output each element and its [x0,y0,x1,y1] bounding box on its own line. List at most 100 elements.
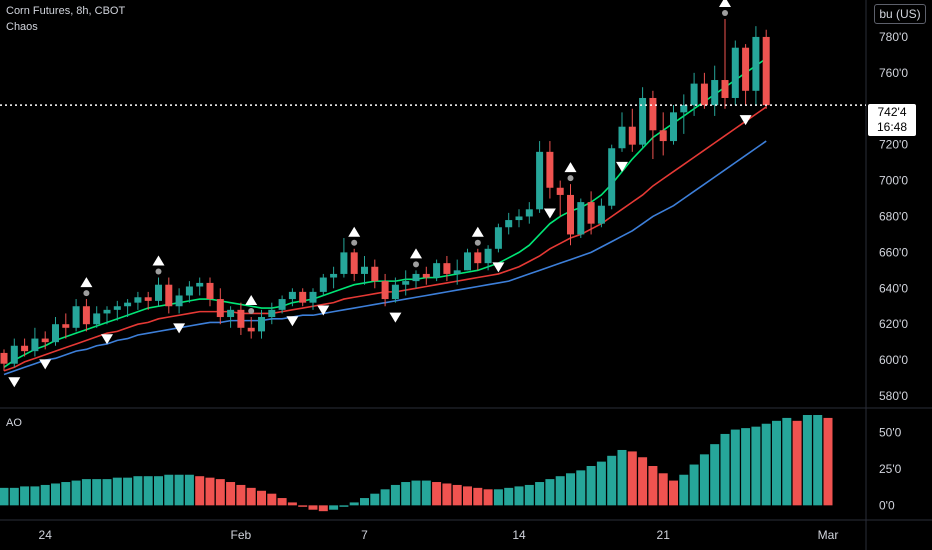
fractal-down-marker [286,316,299,327]
ao-bar [205,477,215,506]
candle-body [536,151,544,210]
candle-body [742,47,750,91]
candle-body [464,252,471,271]
candle-body [618,126,626,149]
candle-body [700,83,708,106]
ao-bar [133,476,143,506]
candle-body [237,309,245,328]
indicator-label: Chaos [6,21,38,33]
candle-body [670,112,677,142]
ao-bar [483,489,493,506]
ao-bar [566,473,575,506]
candle-body [505,220,513,228]
candle-body [556,187,564,195]
ma-mid-line [3,106,767,372]
price-tick-label: 720'0 [879,138,908,152]
ao-bar [339,505,349,507]
candle-body [82,306,90,325]
unit-selector-button[interactable]: bu (US) [874,4,926,24]
ao-bar [514,486,524,506]
candle-body [690,83,698,106]
candle-body [515,216,523,221]
candle-body [350,252,358,274]
ao-bar [669,480,678,506]
candle-body [525,209,533,217]
fractal-down-marker [8,377,21,388]
candle-body [381,281,389,300]
time-axis-label: 14 [512,528,526,542]
ao-bar [679,474,689,506]
candle-body [680,105,688,113]
fractal-up-marker [564,162,577,173]
ao-bar [772,420,781,506]
ao-bar [751,426,761,506]
candle-body [72,306,80,328]
time-axis-label: 24 [39,528,53,542]
price-tick-label: 580'0 [879,389,908,403]
candle-body [196,282,204,287]
price-tick-label: 640'0 [879,281,908,295]
ao-bar [184,474,194,506]
ao-bar [617,449,627,506]
candle-body [484,248,492,264]
fractal-dot [474,239,481,246]
candle-body [319,277,327,292]
ao-bar [318,505,328,512]
candle-body [649,97,657,131]
ao-bar [524,484,534,506]
candle-body [21,345,29,352]
candle-body [206,282,214,300]
fractal-up-marker [152,255,165,266]
ao-bar [380,489,390,506]
candle-body [731,47,739,98]
candle-body [721,80,729,98]
ao-bar [92,479,102,506]
candle-body [155,284,162,301]
ao-bar [658,473,668,506]
ao-bar [236,484,246,506]
candle-body [474,252,482,264]
ao-bar [9,487,19,506]
fractal-down-marker [101,334,113,345]
price-tick-label: 760'0 [879,66,908,80]
candle-body [639,97,647,145]
fractal-dot [722,9,728,16]
candle-body [278,299,286,310]
candle-body [453,270,461,274]
candle-body [10,345,18,364]
countdown-timer: 16:48 [876,120,908,134]
ao-bar [81,479,91,506]
price-tick-label: 620'0 [879,317,908,331]
ao-bar [823,417,833,506]
fractal-down-marker [317,305,330,316]
candle-body [134,297,142,303]
ao-panel-label: AO [6,417,22,429]
ao-bar [802,415,812,506]
ao-bar [442,483,452,506]
ao-bar [504,487,514,506]
candle-body [31,338,39,352]
ao-bar [473,487,483,506]
ao-bar [576,470,586,506]
ao-bar [813,415,823,506]
ao-bar [174,474,184,506]
candle-body [422,273,430,278]
price-tick-label: 680'0 [879,209,908,223]
ao-bar [40,484,50,506]
candle-body [577,202,585,235]
ao-bar [545,479,555,506]
price-tick-label: 700'0 [879,174,908,188]
ao-bar [648,466,658,506]
ao-bar [71,480,81,506]
candle-body [288,291,296,300]
candle-body [752,36,760,91]
ao-bar [51,483,60,506]
current-price-tag: 742'4 16:48 [868,104,916,136]
candle-body [361,266,368,274]
ao-bar [257,490,266,506]
ao-bar [30,486,40,506]
fractal-up-marker [719,0,731,7]
candle-body [41,338,49,343]
ao-bar [0,487,9,506]
